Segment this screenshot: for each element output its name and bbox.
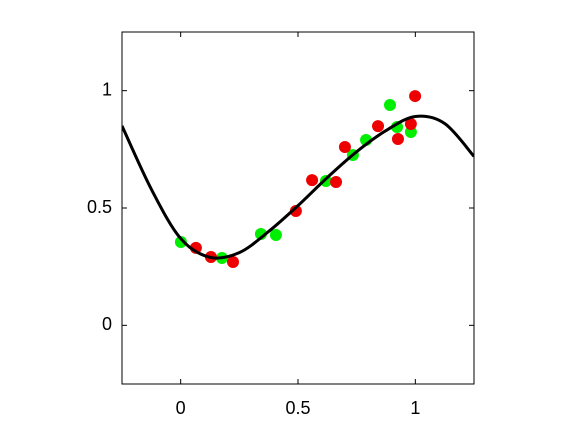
plot-frame xyxy=(121,31,475,385)
point xyxy=(174,236,187,249)
x-tick-label: 0.5 xyxy=(285,398,310,418)
point xyxy=(372,120,385,133)
point xyxy=(269,228,282,241)
point xyxy=(404,117,417,130)
point xyxy=(306,174,319,187)
point xyxy=(409,90,422,103)
point xyxy=(330,175,343,188)
point xyxy=(383,98,396,111)
point xyxy=(289,205,302,218)
point xyxy=(226,255,239,268)
y-tick-label: 1 xyxy=(102,79,112,99)
y-tick-label: 0.5 xyxy=(87,197,112,217)
point xyxy=(338,140,351,153)
curve xyxy=(122,114,474,260)
x-tick-label: 1 xyxy=(410,398,420,418)
y-tick-label: 0 xyxy=(102,314,112,334)
point xyxy=(391,133,404,146)
x-tick-label: 0 xyxy=(176,398,186,418)
